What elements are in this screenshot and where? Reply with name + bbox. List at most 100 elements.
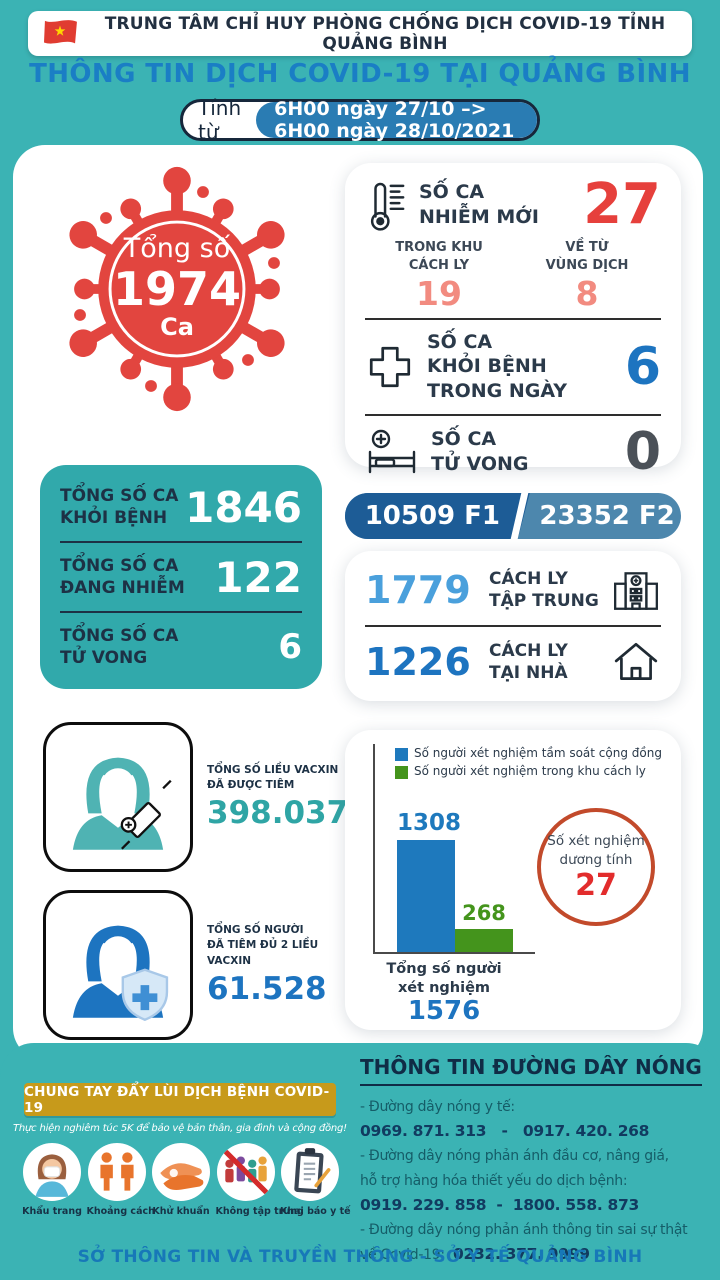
home-quarantine-value: 1226 xyxy=(365,640,471,684)
distance-label: Khoảng cách xyxy=(86,1206,155,1217)
campaign-banner: CHUNG TAY ĐẨY LÙI DỊCH BỆNH COVID-19 xyxy=(24,1083,336,1116)
health-declaration-icon xyxy=(281,1143,339,1201)
hotline-text: hỗ trợ hàng hóa thiết yếu do dịch bệnh: xyxy=(360,1173,628,1190)
main-panel: Tổng số 1974 Ca TỔNG SỐ CA KHỎI BỆNH 184… xyxy=(13,145,703,1060)
face-mask-icon xyxy=(23,1143,81,1201)
total-recovered-label: TỔNG SỐ CA KHỎI BỆNH xyxy=(60,485,179,528)
declaration-item: Khai báo y tế xyxy=(280,1143,351,1217)
no-crowd-icon xyxy=(216,1143,275,1201)
no-gathering-label: Không tập trung xyxy=(215,1206,304,1217)
disinfect-label: Khử khuẩn xyxy=(152,1206,210,1217)
distance-item: Khoảng cách xyxy=(86,1143,155,1217)
in-quarantine-value: 19 xyxy=(416,274,462,314)
hotline-line: về Covid-19: 0232. 377. 9999 xyxy=(360,1242,712,1267)
home-quarantine-label: CÁCH LY TẠI NHÀ xyxy=(489,640,568,683)
f1-text: 10509 F1 xyxy=(345,493,520,539)
bar-chart-plot: 1308 268 xyxy=(373,744,535,954)
hotline-line: 0919. 229. 858 - 1800. 558. 873 xyxy=(360,1193,712,1218)
total-tested-value: 1576 xyxy=(407,996,481,1026)
nurse-syringe-icon xyxy=(43,722,193,872)
hotline-block: THÔNG TIN ĐƯỜNG DÂY NÓNG - Đường dây nón… xyxy=(360,1055,712,1267)
total-active-label: TỔNG SỐ CA ĐANG NHIỄM xyxy=(60,555,185,598)
footer-credit: SỞ THÔNG TIN VÀ TRUYỀN THÔNG - SỞ Y TẾ Q… xyxy=(77,1247,643,1267)
new-cases-value: 27 xyxy=(583,172,661,237)
centralized-quarantine-value: 1779 xyxy=(365,568,471,612)
positive-tests-badge: Số xét nghiệm dương tính 27 xyxy=(537,808,655,926)
recovered-today-row: SỐ CA KHỎI BỆNH TRONG NGÀY 6 xyxy=(365,324,661,410)
recovered-today-value: 6 xyxy=(624,336,661,397)
from-epidemic-zone-value: 8 xyxy=(575,274,599,314)
house-icon xyxy=(611,639,661,685)
recovered-today-label: SỐ CA KHỎI BỆNH TRONG NGÀY xyxy=(427,330,567,403)
new-cases-breakdown: TRONG KHU CÁCH LY 19 VỀ TỪ VÙNG DỊCH 8 xyxy=(365,239,661,314)
divider xyxy=(365,317,661,320)
community-testing-bar xyxy=(397,840,455,952)
hotline-line: - Đường dây nóng y tế: xyxy=(360,1094,712,1119)
virus-icon xyxy=(49,161,305,417)
chart-x-label: Tổng số người xét nghiệm xyxy=(386,961,502,996)
legend-swatch-blue xyxy=(395,748,408,761)
total-deaths-value: 6 xyxy=(278,627,302,667)
total-deaths-label: TỔNG SỐ CA TỬ VONG xyxy=(60,625,179,668)
hotline-number: 0232. 377. 9999 xyxy=(453,1245,590,1264)
deaths-today-row: SỐ CA TỬ VONG 0 xyxy=(365,420,661,484)
campaign-slogan: Thực hiện nghiêm túc 5K để bảo vệ bản th… xyxy=(12,1123,347,1134)
new-cases-label: SỐ CA NHIỄM MỚI xyxy=(419,181,539,228)
legend-item-community: Số người xét nghiệm tầm soát cộng đồng xyxy=(395,746,662,761)
legend-label-community: Số người xét nghiệm tầm soát cộng đồng xyxy=(414,746,662,760)
legend-label-quarantine: Số người xét nghiệm trong khu cách ly xyxy=(414,764,646,778)
fully-vaccinated-label: TỔNG SỐ NGƯỜI ĐÃ TIÊM ĐỦ 2 LIỀU VACXIN xyxy=(207,924,319,967)
positive-tests-value: 27 xyxy=(575,867,617,903)
from-epidemic-zone-label: VỀ TỪ VÙNG DỊCH xyxy=(545,240,629,273)
vaccine-doses-value: 398.037 xyxy=(207,795,349,832)
hotline-text: - Đường dây nóng y tế: xyxy=(360,1099,515,1115)
hotline-line: - Đường dây nóng phản ánh đầu cơ, nâng g… xyxy=(360,1143,712,1168)
quarantine-testing-bar-label: 268 xyxy=(462,901,506,925)
quarantine-card: 1779 CÁCH LY TẬP TRUNG 122 xyxy=(345,551,681,701)
mask-item: Khẩu trang xyxy=(22,1143,82,1217)
cumulative-stats-card: TỔNG SỐ CA KHỎI BỆNH 1846 TỔNG SỐ CA ĐAN… xyxy=(40,465,322,689)
in-quarantine-cell: TRONG KHU CÁCH LY 19 xyxy=(365,239,513,314)
contacts-banner: 10509 F1 23352 F2 xyxy=(345,493,681,539)
f1-value: 10509 xyxy=(364,501,456,531)
hotline-line: - Đường dây nóng phản ánh thông tin sai … xyxy=(360,1217,712,1242)
vaccine-doses-info: TỔNG SỐ LIỀU VACXIN ĐÃ ĐƯỢC TIÊM 398.037 xyxy=(207,763,359,831)
date-range-label: Tính từ xyxy=(198,96,242,144)
vaccine-doses-block: TỔNG SỐ LIỀU VACXIN ĐÃ ĐƯỢC TIÊM 398.037 xyxy=(43,722,359,872)
total-active-value: 122 xyxy=(214,552,302,602)
quarantine-testing-bar xyxy=(455,929,513,952)
hotline-line: hỗ trợ hàng hóa thiết yếu do dịch bệnh: xyxy=(360,1168,712,1193)
daily-stats-card: SỐ CA NHIỄM MỚI 27 TRONG KHU CÁCH LY 19 … xyxy=(345,163,681,478)
org-banner: TRUNG TÂM CHỈ HUY PHÒNG CHỐNG DỊCH COVID… xyxy=(28,11,692,56)
hotline-number: 0969. 871. 313 - 0917. 420. 268 xyxy=(360,1121,650,1140)
hotline-line: 0969. 871. 313 - 0917. 420. 268 xyxy=(360,1119,712,1144)
new-cases-row: SỐ CA NHIỄM MỚI 27 xyxy=(365,177,661,233)
f2-text: 23352 F2 xyxy=(533,493,681,539)
total-cases-value: 1974 xyxy=(112,262,242,317)
fully-vaccinated-block: TỔNG SỐ NGƯỜI ĐÃ TIÊM ĐỦ 2 LIỀU VACXIN 6… xyxy=(43,890,359,1040)
hospital-bed-icon xyxy=(365,428,419,476)
legend-item-quarantine: Số người xét nghiệm trong khu cách ly xyxy=(395,764,662,779)
total-cases-unit: Ca xyxy=(160,312,194,341)
hand-washing-icon xyxy=(152,1143,210,1201)
org-name: TRUNG TÂM CHỈ HUY PHÒNG CHỐNG DỊCH COVID… xyxy=(104,13,666,54)
total-active-row: TỔNG SỐ CA ĐANG NHIỄM 122 xyxy=(60,541,302,611)
hospital-building-icon xyxy=(611,565,661,615)
total-cases-badge: Tổng số 1974 Ca xyxy=(49,161,305,417)
from-epidemic-zone-cell: VỀ TỪ VÙNG DỊCH 8 xyxy=(513,239,661,314)
page-title: THÔNG TIN DỊCH COVID-19 TẠI QUẢNG BÌNH xyxy=(29,59,691,89)
total-recovered-row: TỔNG SỐ CA KHỎI BỆNH 1846 xyxy=(60,473,302,541)
distance-icon xyxy=(87,1143,146,1201)
date-range-pill: Tính từ 6H00 ngày 27/10 –> 6H00 ngày 28/… xyxy=(180,96,540,144)
no-gathering-item: Không tập trung xyxy=(215,1143,304,1217)
testing-chart-card: 1308 268 Số người xét nghiệm tầm soát cộ… xyxy=(345,730,681,1030)
positive-tests-label: Số xét nghiệm dương tính xyxy=(547,833,645,868)
mask-label: Khẩu trang xyxy=(22,1206,82,1217)
fully-vaccinated-info: TỔNG SỐ NGƯỜI ĐÃ TIÊM ĐỦ 2 LIỀU VACXIN 6… xyxy=(207,923,359,1007)
declaration-label: Khai báo y tế xyxy=(280,1206,351,1217)
community-testing-bar-label: 1308 xyxy=(397,810,462,836)
medical-cross-icon xyxy=(365,342,415,392)
f2-value: 23352 xyxy=(539,501,630,531)
hotline-text: - Đường dây nóng phản ánh đầu cơ, nâng g… xyxy=(360,1148,669,1165)
